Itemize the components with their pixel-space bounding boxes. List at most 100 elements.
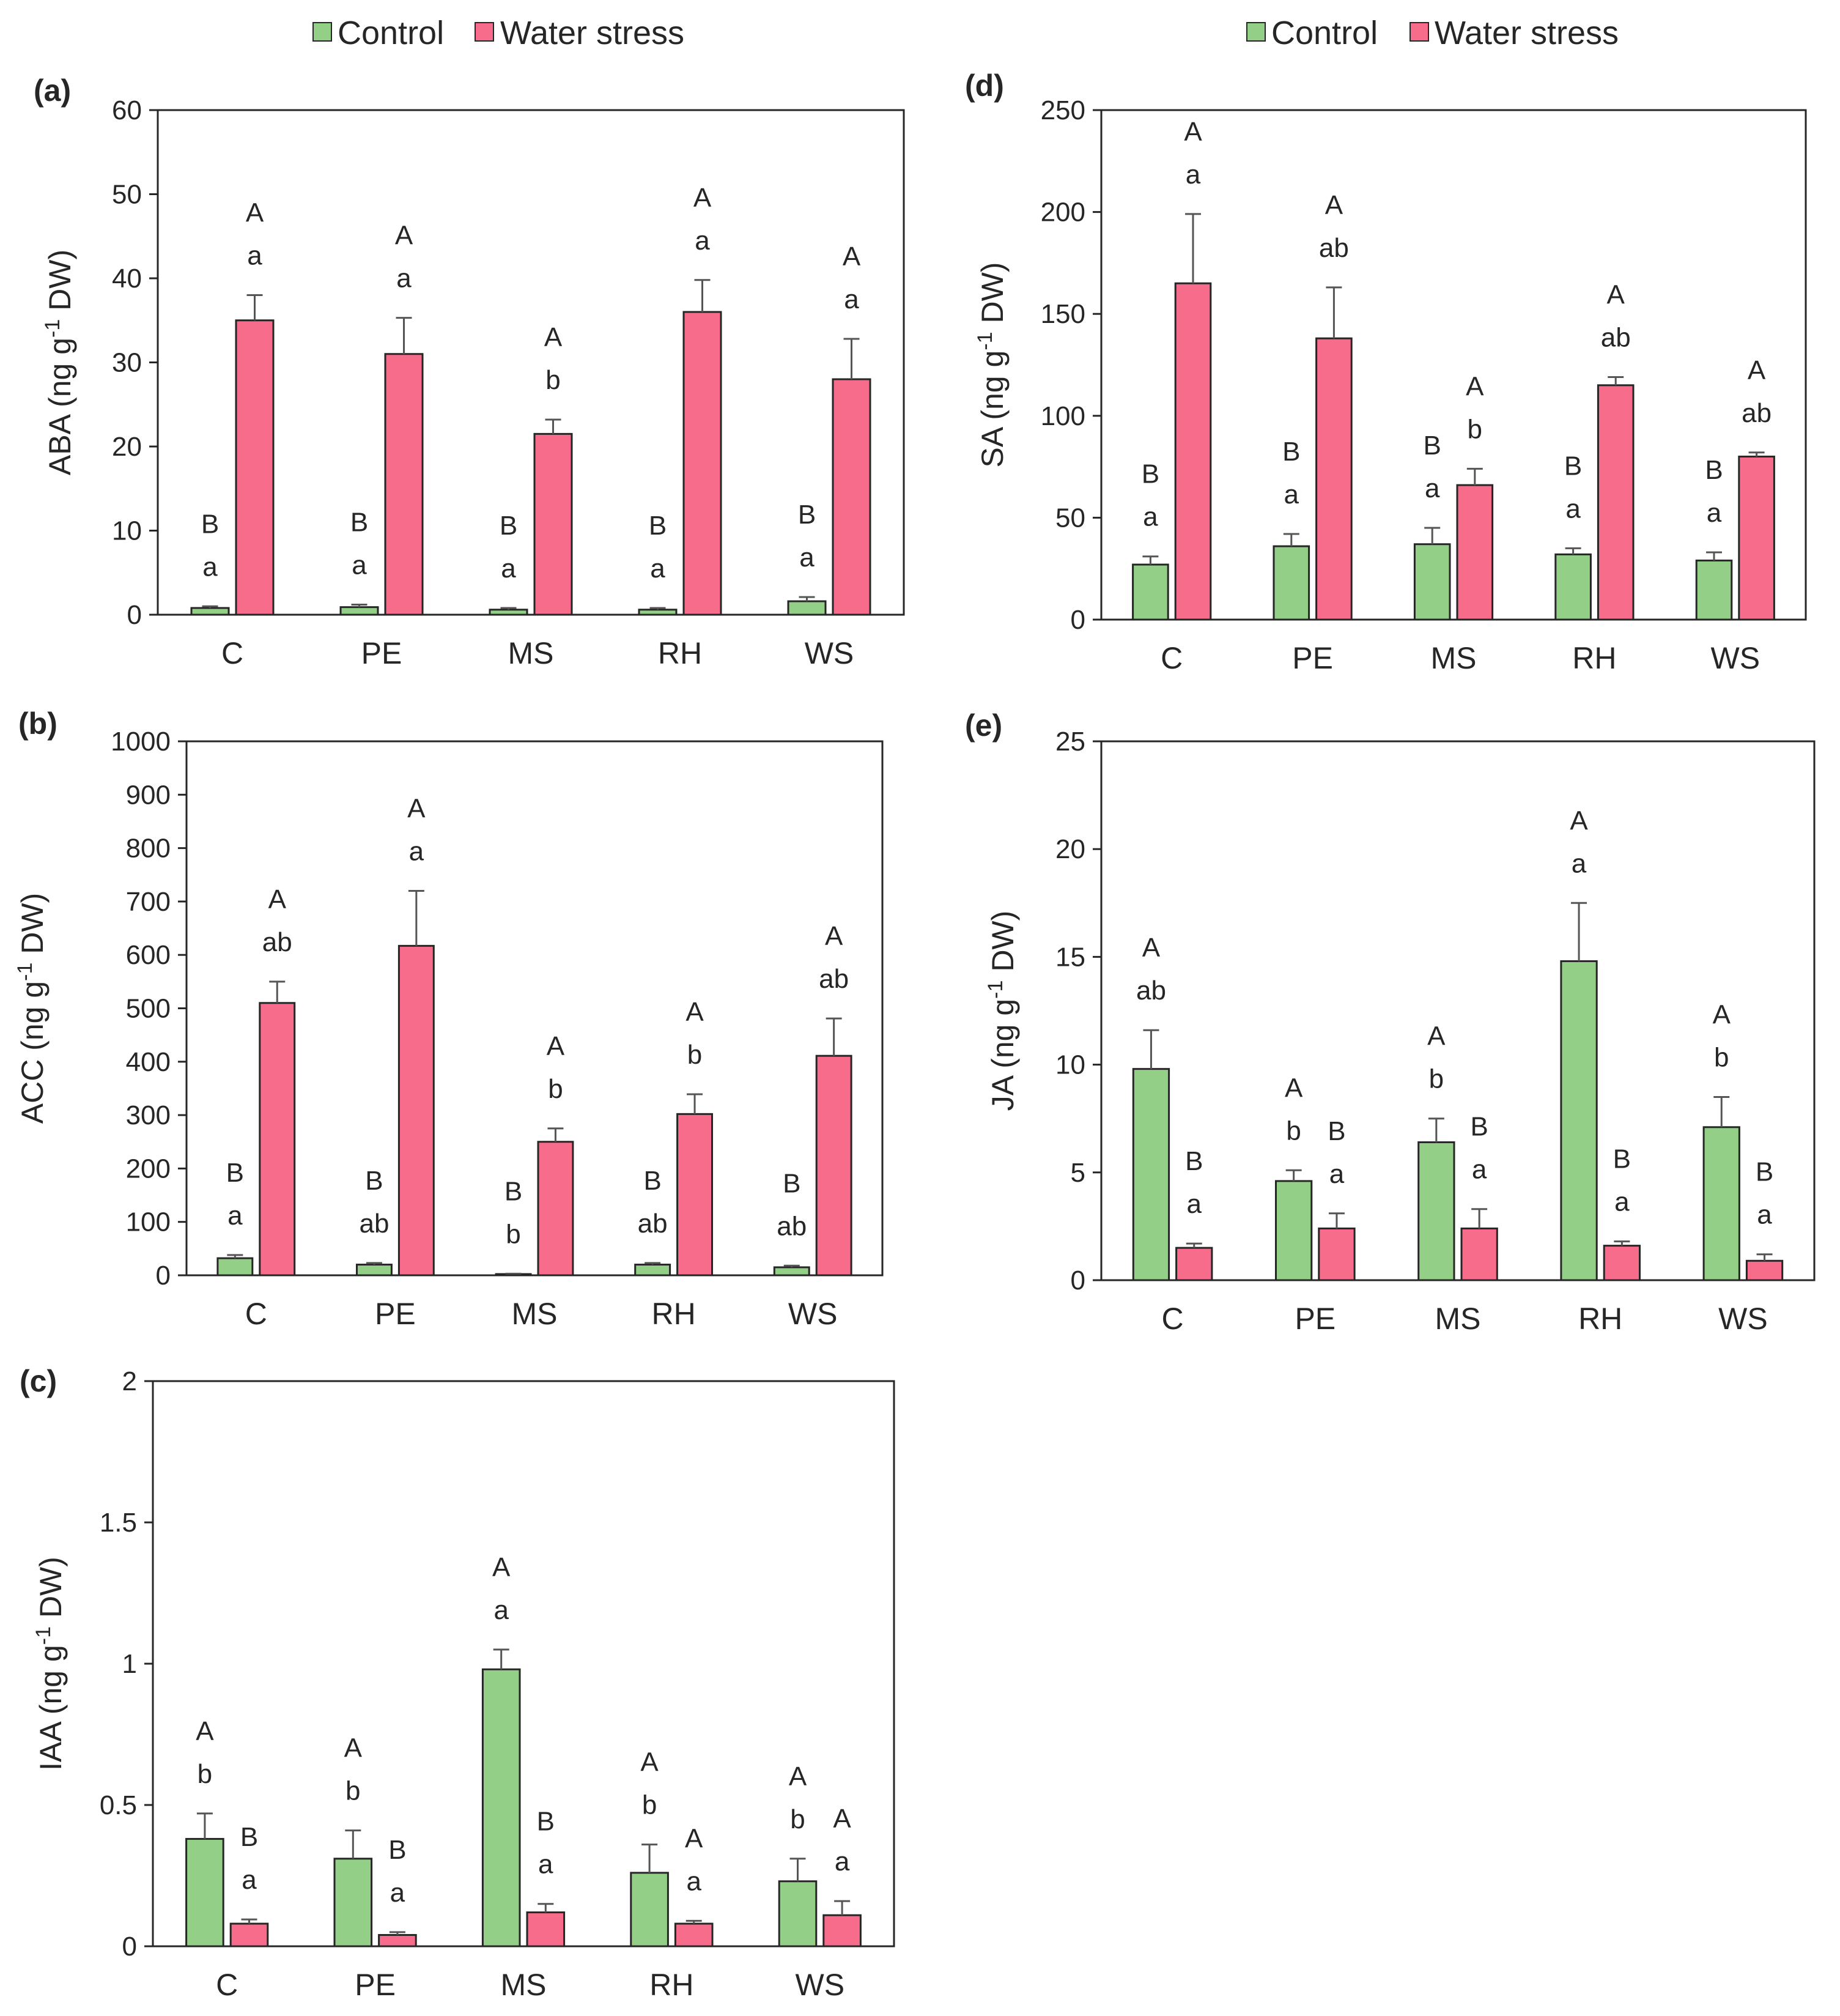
significance-letter-lower: a	[1565, 494, 1581, 524]
significance-letter-upper: B	[1185, 1146, 1203, 1176]
significance-letter-lower: b	[345, 1776, 360, 1806]
y-tick-label: 50	[112, 180, 142, 210]
significance-letter-upper: A	[268, 884, 287, 914]
x-tick-label: PE	[375, 1297, 416, 1331]
bar-control	[481, 1668, 521, 1947]
significance-letter-upper: A	[492, 1552, 511, 1582]
significance-letter-lower: a	[1472, 1155, 1487, 1185]
bar-control	[1132, 1068, 1170, 1281]
y-tick-label: 20	[112, 432, 142, 462]
x-tick-label: RH	[658, 636, 702, 670]
bar-control	[216, 1257, 254, 1277]
plot-frame	[1100, 109, 1807, 621]
x-tick-label: C	[1161, 641, 1183, 675]
x-tick-label: PE	[361, 636, 402, 670]
bar-water-stress	[1603, 1245, 1641, 1281]
panel-label: (c)	[20, 1364, 57, 1398]
significance-letter-upper: A	[833, 1804, 851, 1834]
significance-letter-upper: B	[1328, 1116, 1345, 1146]
significance-letter-lower: a	[844, 284, 859, 314]
significance-letter-upper: B	[388, 1835, 406, 1865]
y-tick-label: 150	[1041, 299, 1085, 329]
panel-b-acc-chart: (b) ACC (ng g-1 DW) 0 100 200 300 400 500 600 700…	[13, 706, 884, 1331]
bar-water-stress	[229, 1922, 269, 1947]
significance-letter-lower: a	[242, 1865, 257, 1895]
y-tick-label: 200	[126, 1154, 171, 1184]
significance-letter-upper: A	[544, 322, 563, 352]
bar-water-stress	[1597, 384, 1635, 621]
x-tick-label: C	[221, 636, 243, 670]
bar-water-stress	[822, 1914, 862, 1947]
significance-letter-upper: A	[1713, 999, 1731, 1029]
x-tick-label: PE	[1295, 1302, 1336, 1336]
significance-letter-lower: b	[1286, 1116, 1301, 1146]
bar-water-stress	[235, 319, 275, 616]
x-tick-label: MS	[501, 1968, 547, 2002]
significance-letter-lower: b	[545, 365, 560, 395]
bar-control	[778, 1880, 818, 1947]
y-tick-label: 10	[112, 516, 142, 546]
y-tick-label: 50	[1055, 503, 1085, 533]
bar-control	[1132, 563, 1169, 621]
significance-letter-upper: B	[643, 1166, 661, 1196]
significance-letter-lower: b	[642, 1790, 657, 1820]
y-tick-label: 40	[112, 264, 142, 294]
significance-letter-upper: A	[693, 183, 712, 213]
significance-letter-lower: a	[352, 550, 367, 580]
significance-letter-upper: A	[685, 997, 704, 1027]
significance-letter-lower: a	[538, 1850, 553, 1880]
y-tick-label: 25	[1055, 727, 1085, 757]
bar-control	[634, 1264, 671, 1277]
y-tick-label: 250	[1041, 95, 1085, 125]
x-tick-label: WS	[796, 1968, 845, 2002]
panel-label: (e)	[965, 708, 1002, 743]
significance-letter-lower: a	[1284, 480, 1299, 510]
significance-letter-lower: a	[1143, 502, 1158, 532]
significance-letter-upper: A	[1184, 117, 1202, 147]
significance-letter-upper: A	[344, 1733, 363, 1763]
legend-control-label: Control	[338, 15, 444, 51]
bar-water-stress	[533, 432, 573, 616]
plot-frame	[1100, 740, 1816, 1281]
significance-letter-lower: a	[1425, 473, 1440, 503]
legend-water-stress-swatch	[1410, 22, 1429, 42]
significance-letter-upper: A	[685, 1823, 703, 1853]
bar-water-stress	[537, 1141, 574, 1277]
x-tick-label: RH	[651, 1297, 695, 1331]
significance-letter-upper: A	[1466, 371, 1484, 401]
significance-letter-lower: a	[501, 554, 516, 584]
significance-letter-lower: ab	[262, 927, 292, 957]
significance-letter-lower: a	[247, 241, 262, 271]
y-tick-label: 0	[1071, 1266, 1085, 1295]
significance-letter-lower: b	[548, 1074, 563, 1104]
significance-letter-lower: a	[1614, 1187, 1630, 1217]
legend-water-stress-swatch	[475, 22, 494, 42]
y-tick-label: 500	[126, 994, 171, 1024]
panel-e-ja-chart: (e)JA (ng g-1 DW)0510152025CabAaBPEbAaBM…	[965, 708, 1816, 1336]
significance-letter-lower: a	[1187, 1189, 1202, 1219]
significance-letter-lower: a	[1707, 498, 1722, 528]
bar-control	[1702, 1126, 1740, 1281]
significance-letter-upper: A	[1142, 933, 1161, 963]
y-tick-label: 100	[1041, 401, 1085, 431]
y-tick-label: 10	[1055, 1050, 1085, 1080]
bar-control	[630, 1872, 669, 1947]
significance-letter-upper: A	[1325, 190, 1343, 220]
bar-control	[356, 1264, 393, 1277]
y-tick-label: 1	[122, 1649, 137, 1679]
bar-control	[1560, 960, 1598, 1281]
y-tick-label: 0	[122, 1932, 137, 1962]
bar-water-stress	[682, 311, 722, 616]
significance-letter-upper: B	[226, 1158, 244, 1188]
y-axis-label: IAA (ng g-1 DW)	[32, 1557, 68, 1771]
bar-water-stress	[1460, 1227, 1498, 1281]
bar-water-stress	[815, 1054, 852, 1277]
significance-letter-lower: ab	[359, 1209, 389, 1239]
significance-letter-upper: A	[825, 921, 843, 951]
significance-letter-lower: ab	[1136, 976, 1166, 1006]
y-tick-label: 100	[126, 1207, 171, 1237]
y-tick-label: 0	[127, 600, 142, 630]
significance-letter-upper: A	[1285, 1073, 1303, 1103]
significance-letter-lower: a	[1572, 848, 1587, 878]
